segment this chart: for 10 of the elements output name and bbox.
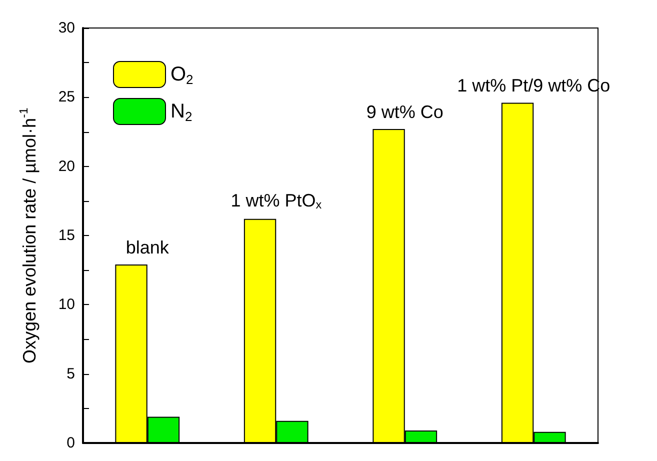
y-tick-label: 5 bbox=[66, 365, 75, 382]
y-tick-label: 30 bbox=[58, 20, 75, 36]
annotation: blank bbox=[126, 238, 170, 258]
y-axis-title: Oxygen evolution rate / µmol·h-1 bbox=[18, 108, 40, 364]
y-tick-label: 0 bbox=[66, 434, 75, 452]
annotation: 9 wt% Co bbox=[366, 102, 444, 122]
y-tick-label: 15 bbox=[58, 227, 75, 244]
y-tick-label: 20 bbox=[58, 158, 75, 175]
y-tick-label: 25 bbox=[58, 88, 75, 106]
y-tick-label: 10 bbox=[58, 296, 75, 314]
